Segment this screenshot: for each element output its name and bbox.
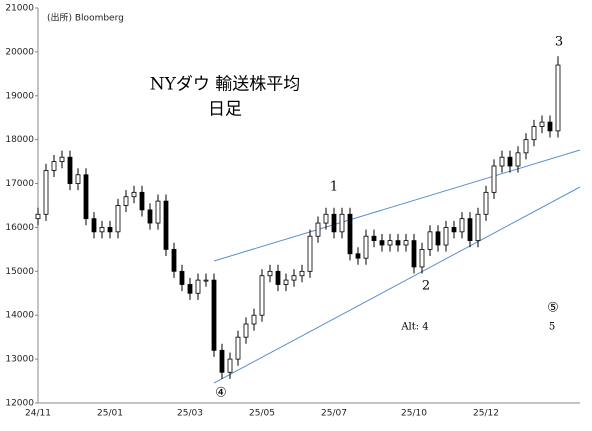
candle-body: [531, 126, 537, 141]
candle-body: [171, 248, 177, 272]
candle-body: [139, 191, 145, 211]
candle-body: [75, 174, 81, 184]
candle-body: [307, 235, 313, 272]
candle-body: [99, 227, 105, 233]
y-tick-label: 21000: [5, 4, 34, 14]
candle-body: [523, 139, 529, 154]
candle-body: [363, 235, 369, 259]
candle-body: [227, 358, 233, 373]
candle-body: [107, 227, 113, 233]
candle-body: [547, 121, 553, 132]
candle-body: [275, 270, 281, 285]
y-tick-label: 17000: [5, 179, 34, 189]
candle-body: [91, 218, 97, 233]
candle-body: [539, 121, 545, 127]
candle-body: [43, 169, 49, 215]
x-tick-label: 25/03: [177, 409, 203, 419]
candle-body: [339, 213, 345, 233]
wave-annotation: 1: [330, 180, 338, 195]
candle-body: [235, 336, 241, 360]
candle-body: [451, 227, 457, 233]
x-tick-label: 25/07: [321, 409, 347, 419]
y-tick-label: 16000: [5, 223, 34, 233]
candle-body: [211, 279, 217, 351]
candle-body: [507, 156, 513, 167]
candle-body: [179, 270, 185, 285]
candle-body: [467, 218, 473, 242]
candle-body: [51, 161, 57, 171]
wave-annotation: ⑤: [547, 301, 559, 316]
candle-body: [395, 240, 401, 246]
x-tick-label: 25/12: [473, 409, 499, 419]
y-tick-label: 15000: [5, 267, 34, 277]
source-note: (出所) Bloomberg: [47, 12, 124, 24]
candle-body: [203, 279, 209, 282]
candle-body: [283, 279, 289, 285]
wave-annotation: 5: [549, 322, 555, 333]
candle-body: [355, 253, 361, 259]
candle-body: [315, 222, 321, 237]
candle-body: [443, 227, 449, 246]
candle-body: [83, 174, 89, 220]
candle-body: [163, 200, 169, 250]
candle-body: [59, 156, 65, 163]
x-tick-label: 25/05: [249, 409, 275, 419]
candle-body: [131, 191, 137, 198]
y-tick-label: 13000: [5, 355, 34, 365]
candle-body: [147, 209, 153, 224]
y-tick-label: 20000: [5, 47, 34, 57]
candle-body: [331, 213, 337, 233]
candle-body: [403, 240, 409, 246]
candle-body: [435, 231, 441, 246]
upper-channel-line: [213, 149, 581, 262]
candle-body: [379, 240, 385, 246]
y-tick-label: 12000: [5, 399, 34, 409]
candle-body: [291, 275, 297, 281]
chart-title: NYダウ 輸送株平均: [150, 75, 301, 95]
y-tick-label: 19000: [5, 91, 34, 101]
candle-body: [411, 240, 417, 268]
wave-annotation: ④: [215, 386, 227, 401]
candle-body: [499, 156, 505, 167]
candle-body: [267, 270, 273, 277]
candle-body: [387, 240, 393, 246]
wave-annotation: 3: [555, 35, 563, 50]
candle-body: [155, 200, 161, 224]
candle-body: [219, 349, 225, 373]
chart-subtitle: 日足: [208, 100, 242, 120]
candle-body: [187, 284, 193, 294]
candle-body: [299, 270, 305, 277]
y-tick-label: 18000: [5, 135, 34, 145]
candle-body: [251, 314, 257, 325]
x-tick-label: 25/10: [401, 409, 427, 419]
candle-body: [123, 196, 129, 206]
candle-body: [371, 235, 377, 242]
candle-body: [195, 279, 201, 294]
candle-body: [323, 213, 329, 224]
candle-body: [483, 191, 489, 215]
candle-body: [515, 152, 521, 167]
wave-annotation: 2: [422, 279, 430, 294]
candle-body: [243, 323, 249, 338]
candle-body: [259, 275, 265, 316]
candle-body: [475, 213, 481, 242]
y-tick-label: 14000: [5, 311, 34, 321]
candle-body: [459, 218, 465, 233]
candle-body: [491, 165, 497, 193]
x-tick-label: 25/01: [97, 409, 123, 419]
candle-body: [35, 213, 41, 220]
candle-body: [67, 156, 73, 184]
candle-body: [555, 64, 561, 132]
lower-channel-line: [213, 186, 581, 384]
candle-body: [419, 248, 425, 268]
candle-body: [347, 213, 353, 255]
wave-annotation: Alt: 4: [400, 322, 428, 333]
candle-body: [115, 205, 121, 233]
candle-body: [427, 231, 433, 250]
x-tick-label: 24/11: [25, 409, 51, 419]
